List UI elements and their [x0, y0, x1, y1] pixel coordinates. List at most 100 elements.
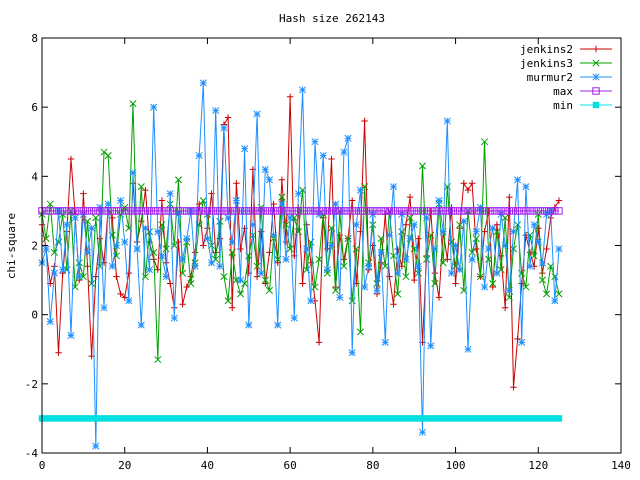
max-point	[526, 207, 534, 215]
jenkins3-point	[261, 276, 269, 284]
min-point	[266, 415, 273, 422]
murmur2-point	[323, 266, 331, 274]
min-point	[386, 415, 393, 422]
max-point	[174, 207, 183, 215]
max-point	[410, 207, 418, 215]
jenkins2-point	[154, 266, 161, 273]
murmur2-point	[71, 214, 79, 222]
max-point	[336, 207, 344, 215]
jenkins2-point	[514, 335, 521, 343]
jenkins3-point	[514, 221, 522, 229]
max-point	[377, 207, 385, 215]
legend-item-min: min	[553, 99, 612, 112]
jenkins2-point	[224, 114, 232, 121]
jenkins2-point	[158, 197, 166, 204]
jenkins3-point	[468, 248, 476, 256]
min-point	[278, 415, 286, 422]
jenkins3-point	[377, 235, 385, 243]
max-point	[278, 207, 286, 215]
max-point	[551, 207, 559, 215]
max-point	[406, 207, 414, 215]
jenkins2-point	[117, 290, 124, 298]
jenkins3-point	[394, 290, 402, 298]
max-point	[381, 207, 389, 215]
x-tick-label: 80	[366, 459, 379, 472]
murmur2-point	[303, 245, 311, 253]
min-point	[439, 415, 447, 422]
min-point	[204, 415, 211, 422]
jenkins3-point	[83, 217, 92, 225]
max-point	[240, 207, 249, 215]
jenkins3-point	[406, 214, 414, 222]
min-point	[315, 415, 323, 422]
murmur2-point	[170, 314, 178, 322]
murmur2-point	[199, 79, 207, 87]
max-point	[112, 207, 121, 215]
jenkins3-point	[369, 221, 377, 229]
series-max	[38, 207, 563, 215]
min-point	[377, 415, 385, 422]
murmur2-point	[224, 214, 232, 222]
murmur2-point	[447, 269, 455, 277]
murmur2-point	[145, 266, 154, 274]
min-point	[373, 415, 381, 422]
jenkins2-point	[435, 294, 443, 301]
murmur2-point	[534, 238, 542, 246]
murmur2-point	[423, 214, 431, 222]
jenkins2-point	[415, 235, 422, 242]
max-point	[435, 207, 443, 215]
jenkins3-point	[311, 283, 319, 291]
min-point	[464, 415, 472, 422]
legend-item-max: max	[553, 85, 612, 98]
max-point	[116, 207, 125, 215]
min-point	[67, 415, 75, 422]
max-point	[414, 207, 423, 215]
murmur2-point	[472, 228, 480, 236]
max-point	[54, 207, 63, 215]
min-point	[530, 415, 538, 422]
max-point	[460, 207, 468, 215]
jenkins3-point	[286, 245, 294, 253]
jenkins2-point	[167, 280, 174, 287]
murmur2-point	[456, 266, 464, 274]
x-tick-label: 0	[39, 459, 46, 472]
legend-marker	[592, 45, 600, 53]
jenkins2-point	[348, 197, 356, 204]
x-tick-label: 120	[528, 459, 548, 472]
min-point	[84, 415, 91, 422]
jenkins2-point	[121, 294, 128, 301]
min-point	[80, 415, 87, 422]
murmur2-point	[278, 200, 286, 208]
max-point	[443, 207, 452, 215]
jenkins2-point	[55, 349, 62, 356]
murmur2-point	[270, 231, 278, 239]
max-point	[427, 207, 435, 215]
murmur2-point	[509, 228, 518, 236]
min-point	[133, 415, 141, 422]
jenkins2-point	[386, 273, 393, 280]
min-point	[76, 415, 83, 422]
jenkins3-point	[179, 269, 187, 277]
jenkins3-point	[129, 100, 137, 108]
min-point	[158, 415, 166, 422]
min-point	[150, 415, 157, 422]
murmur2-point	[406, 235, 414, 243]
y-tick-label: 6	[31, 101, 38, 114]
max-point	[145, 207, 154, 215]
max-point	[534, 207, 542, 215]
min-point	[369, 415, 377, 422]
max-point	[402, 207, 410, 215]
min-point	[348, 415, 356, 422]
max-point	[100, 207, 108, 215]
murmur2-point	[460, 217, 468, 225]
min-point	[506, 415, 513, 422]
max-point	[108, 207, 117, 215]
max-point	[96, 207, 104, 215]
jenkins2-point	[481, 228, 488, 235]
murmur2-point	[344, 134, 352, 142]
max-point	[257, 207, 265, 215]
jenkins3-point	[307, 238, 315, 246]
min-point	[249, 415, 257, 422]
min-point	[489, 415, 496, 422]
